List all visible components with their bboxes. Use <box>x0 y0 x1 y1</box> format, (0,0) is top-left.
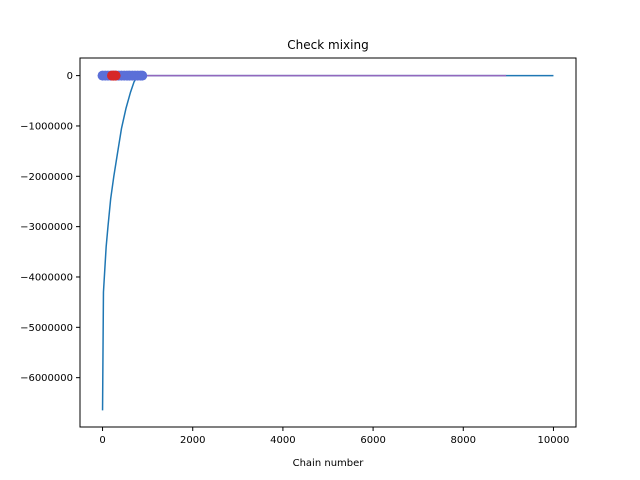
axes-frame <box>79 57 577 428</box>
series-2-point <box>137 70 148 81</box>
x-tick-label: 4000 <box>270 435 295 446</box>
y-tick-label: −3000000 <box>20 222 73 233</box>
x-axis-label: Chain number <box>293 458 365 469</box>
y-tick-label: −1000000 <box>20 121 73 132</box>
y-tick-label: −2000000 <box>20 172 73 183</box>
chart-title: Check mixing <box>287 38 368 52</box>
y-tick-label: 0 <box>67 71 73 82</box>
x-tick-label: 8000 <box>451 435 476 446</box>
x-axis: 0 2000 4000 6000 8000 10000 <box>99 427 569 446</box>
plot-area <box>97 70 554 411</box>
x-tick-label: 2000 <box>180 435 205 446</box>
y-tick-label: −4000000 <box>20 272 73 283</box>
y-axis: 0 −1000000 −2000000 −3000000 −4000000 −500000… <box>20 71 80 384</box>
y-tick-label: −6000000 <box>20 373 73 384</box>
series-3-point <box>110 70 121 81</box>
x-tick-label: 0 <box>99 435 105 446</box>
y-tick-label: −5000000 <box>20 323 73 334</box>
x-tick-label: 6000 <box>360 435 385 446</box>
x-tick-label: 10000 <box>538 435 570 446</box>
